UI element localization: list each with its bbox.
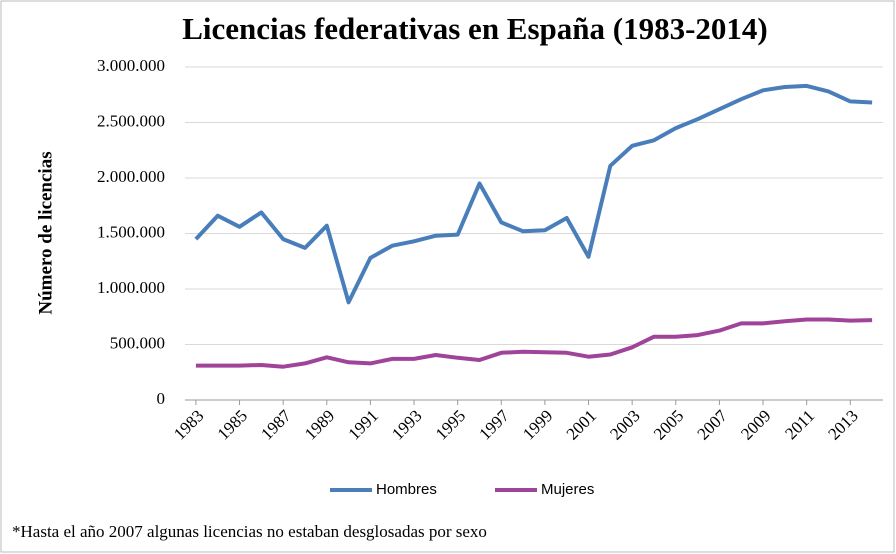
footnote: *Hasta el año 2007 algunas licencias no … <box>12 522 487 541</box>
y-tick-label: 2.000.000 <box>97 167 165 186</box>
chart-title: Licencias federativas en España (1983-20… <box>182 11 768 46</box>
y-tick-label: 0 <box>157 389 166 408</box>
y-axis-label: Número de licencias <box>35 151 56 314</box>
y-tick-label: 2.500.000 <box>97 111 165 130</box>
y-tick-label: 3.000.000 <box>97 56 165 75</box>
legend-label: Mujeres <box>541 481 594 498</box>
legend-label: Hombres <box>376 481 437 498</box>
line-series <box>194 83 873 305</box>
y-tick-label: 500.000 <box>110 333 165 352</box>
line-series <box>195 317 873 369</box>
y-tick-label: 1.000.000 <box>97 278 165 297</box>
y-tick-label: 1.500.000 <box>97 222 165 241</box>
